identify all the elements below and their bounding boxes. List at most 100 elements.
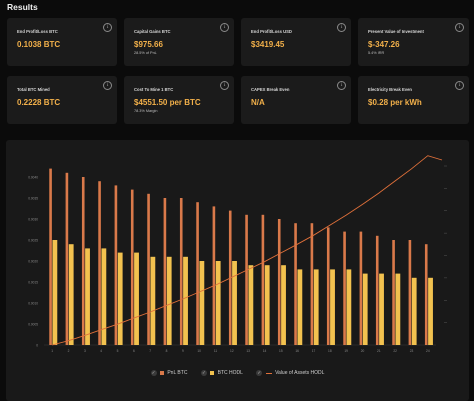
pnl-btc-bar [114,185,118,345]
x-tick-label: 8 [166,349,168,353]
x-tick-label: 5 [117,349,119,353]
card-label: Cost To Mine 1 BTC [134,87,174,92]
legend-item-value-of-assets[interactable]: ✓ Value of Assets HODL [256,370,324,376]
btc-hodl-bar [313,269,319,345]
legend-swatch [265,372,272,374]
x-tick-label: 11 [214,349,218,353]
pnl-btc-bar [179,198,183,345]
pnl-btc-bar [65,172,69,345]
btc-hodl-bar [281,265,286,345]
card-label: Capital Gains BTC [134,29,171,34]
card-value: $3419.45 [251,40,285,49]
btc-hodl-bar [232,261,237,345]
card-electricity-break-even: Electricity Break Even $0.28 per kWh i [358,76,469,124]
pnl-btc-bar [359,231,363,345]
check-icon: ✓ [256,370,263,376]
card-value: $0.28 per kWh [368,98,422,107]
x-tick-label: 22 [393,349,397,353]
info-icon[interactable]: i [455,81,464,90]
pnl-btc-bar [392,240,395,345]
card-label: CAPEX Break Even [251,87,290,92]
card-total-btc-mined: Total BTC Mined 0.2228 BTC i [7,76,117,124]
card-value: 0.1038 BTC [17,40,61,49]
pnl-btc-bar [245,214,248,345]
btc-hodl-bar [85,248,90,345]
btc-hodl-bar [183,256,188,345]
pnl-btc-bar [212,206,216,345]
card-value: $-347.26 [368,40,400,49]
x-tick-label: 23 [410,349,414,353]
legend-swatch [210,371,215,375]
pnl-btc-bar [196,202,199,345]
pnl-btc-bar [49,168,52,345]
results-cards: End Profit/Loss BTC 0.1038 BTC i Capital… [0,0,474,130]
legend-item-pnl-btc[interactable]: ✓ PnL BTC [150,370,188,376]
x-tick-label: 1 [51,349,53,353]
pnl-btc-bar [310,223,314,345]
x-tick-label: 19 [344,349,348,353]
pnl-btc-bar [147,193,150,345]
x-tick-label: 12 [230,349,234,353]
info-icon[interactable]: i [103,23,112,32]
card-end-profit-loss-btc: End Profit/Loss BTC 0.1038 BTC i [7,18,117,66]
value-of-assets-line [52,155,443,346]
pnl-btc-bar [81,177,85,345]
btc-hodl-bar [379,273,384,345]
chart-legend: ✓ PnL BTC ✓ BTC HODL ✓ Value of Assets H… [6,370,469,377]
x-tick-label: 14 [263,349,267,353]
x-tick-label: 20 [361,349,365,353]
pnl-btc-bar [375,235,379,345]
y-tick-label: 0.0005 [28,323,38,327]
card-subtext: 5.4% IRR [368,51,385,55]
page-title: Results [7,2,38,12]
legend-label: Value of Assets HODL [275,370,325,376]
card-present-value: Present Value of Investment $-347.26 5.4… [358,18,469,66]
btc-hodl-bar [264,265,270,345]
btc-hodl-bar [150,256,156,345]
x-tick-label: 7 [149,349,151,353]
legend-item-btc-hodl[interactable]: ✓ BTC HODL [200,370,243,376]
x-tick-label: 21 [377,349,381,353]
btc-hodl-bar [117,252,123,345]
info-icon[interactable]: i [103,81,112,90]
card-label: Total BTC Mined [17,87,50,92]
x-tick-label: 13 [246,349,250,353]
legend-swatch [159,371,164,375]
card-label: Present Value of Investment [368,29,424,34]
chart-panel: 0.0040 0.0035 0.0030 0.0025 0.0020 0.0015 0.00… [6,140,469,401]
pnl-btc-bar [294,223,297,345]
x-tick-label: 9 [182,349,184,353]
info-icon[interactable]: i [220,81,229,90]
btc-hodl-bar [395,273,401,345]
x-tick-label: 24 [426,349,430,353]
y-tick-label: 0.0020 [28,260,38,264]
pnl-chart: 0.0040 0.0035 0.0030 0.0025 0.0020 0.0015 0.00… [28,155,447,353]
btc-hodl-bar [199,261,205,345]
btc-hodl-bar [330,269,335,345]
y-tick-label: 0.0035 [28,197,38,201]
btc-hodl-bar [346,269,352,345]
info-icon[interactable]: i [337,81,346,90]
legend-label: BTC HODL [217,370,243,376]
pnl-btc-bar [98,181,101,345]
info-icon[interactable]: i [337,23,346,32]
y-tick-label: 0.0030 [28,218,38,222]
x-tick-label: 6 [133,349,135,353]
card-capital-gains-btc: Capital Gains BTC $975.66 28.5% of PnL i [124,18,234,66]
pnl-btc-bar [130,189,134,345]
legend-label: PnL BTC [167,370,188,376]
x-tick-label: 18 [328,349,332,353]
btc-hodl-bar [166,256,172,345]
btc-hodl-bar [362,273,368,345]
pnl-btc-bar [326,227,330,345]
btc-hodl-bar [297,269,303,345]
info-icon[interactable]: i [220,23,229,32]
card-value: $4551.50 per BTC [134,98,201,107]
btc-hodl-bar [101,248,107,345]
x-tick-label: 15 [279,349,283,353]
check-icon: ✓ [150,370,157,376]
info-icon[interactable]: i [455,23,464,32]
btc-hodl-bar [248,265,254,345]
card-capex-break-even: CAPEX Break Even N/A i [241,76,351,124]
btc-hodl-bar [428,277,433,345]
